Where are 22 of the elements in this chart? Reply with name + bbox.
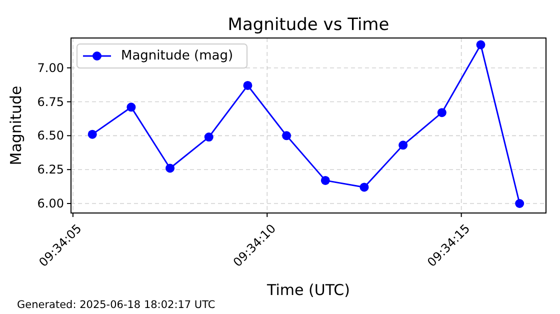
y-tick-label: 6.75 (37, 94, 64, 109)
y-tick-label: 6.00 (37, 196, 64, 211)
point (360, 182, 369, 192)
text: Generated: 2025-06-18 18:02:17 UTC (17, 299, 216, 311)
point (320, 176, 330, 185)
y-tick-label: 6.50 (37, 128, 64, 143)
point (282, 131, 292, 140)
point (126, 102, 136, 112)
point (398, 140, 408, 150)
point (243, 80, 252, 90)
y-tick-label: 6.25 (37, 162, 64, 177)
x-axis-title: Time (UTC) (266, 281, 350, 299)
y-axis-title: Magnitude (7, 86, 25, 166)
point (515, 199, 524, 208)
point (476, 40, 486, 50)
legend-label: Magnitude (mag) (121, 48, 234, 64)
point (204, 132, 214, 142)
point (88, 130, 97, 139)
point (437, 108, 446, 118)
point (166, 164, 175, 173)
chart-title: Magnitude vs Time (228, 15, 390, 35)
y-tick-label: 7.00 (37, 60, 64, 75)
